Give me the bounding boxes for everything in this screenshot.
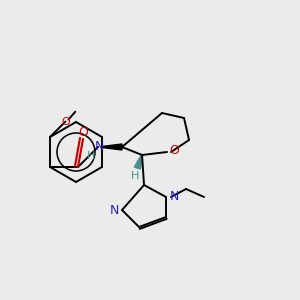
Text: H: H xyxy=(87,151,95,161)
Text: O: O xyxy=(169,145,179,158)
Polygon shape xyxy=(102,144,122,150)
Text: N: N xyxy=(109,203,119,217)
Text: O: O xyxy=(78,127,88,140)
Text: N: N xyxy=(94,140,104,152)
Text: O: O xyxy=(61,117,70,127)
Text: H: H xyxy=(131,171,139,181)
Text: N: N xyxy=(169,190,179,203)
